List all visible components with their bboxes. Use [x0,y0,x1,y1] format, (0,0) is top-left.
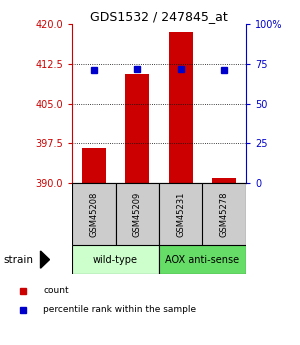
Title: GDS1532 / 247845_at: GDS1532 / 247845_at [90,10,228,23]
Bar [82,148,106,183]
Text: count: count [44,286,69,295]
Bar [72,245,159,274]
Bar [202,183,246,245]
Text: wild-type: wild-type [93,255,138,265]
Bar [72,183,116,245]
Text: GSM45278: GSM45278 [220,191,229,237]
Text: percentile rank within the sample: percentile rank within the sample [44,305,196,314]
Text: strain: strain [3,255,33,265]
Text: GSM45231: GSM45231 [176,191,185,237]
Text: AOX anti-sense: AOX anti-sense [165,255,240,265]
Bar [212,178,236,183]
Text: GSM45208: GSM45208 [89,191,98,237]
Bar [125,75,149,183]
Bar [116,183,159,245]
Bar [169,32,193,183]
Text: GSM45209: GSM45209 [133,191,142,237]
Polygon shape [40,251,50,268]
Bar [159,183,202,245]
Bar [159,245,246,274]
